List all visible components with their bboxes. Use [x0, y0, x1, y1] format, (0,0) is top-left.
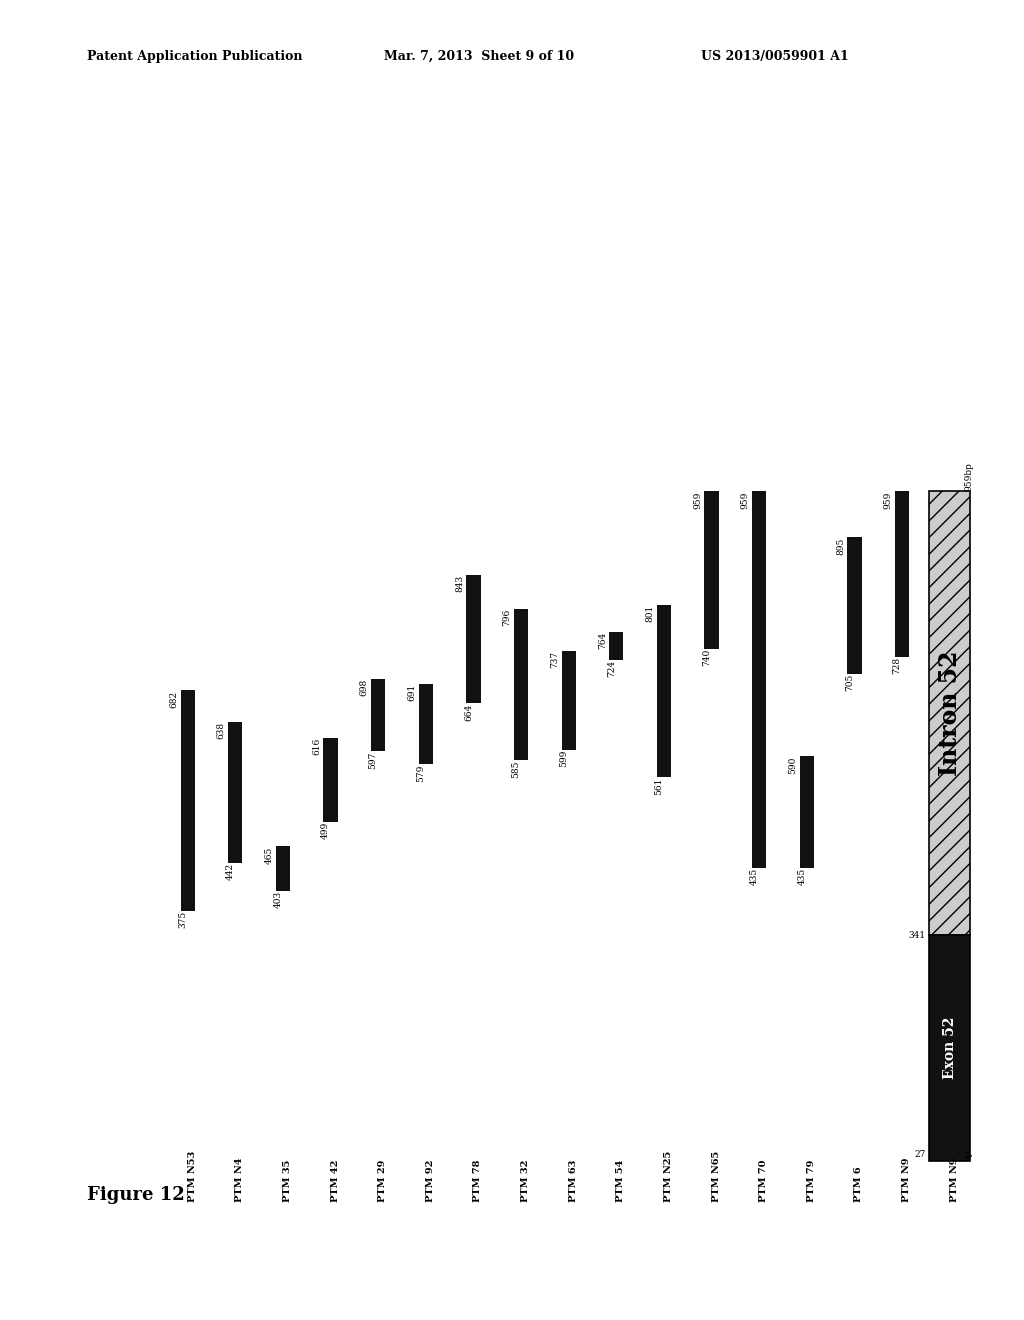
Bar	[930, 491, 970, 936]
Text: PTM 6: PTM 6	[854, 1166, 863, 1201]
Text: 959bp: 959bp	[965, 462, 973, 491]
Text: PTM N53: PTM N53	[187, 1151, 197, 1201]
Text: 682: 682	[169, 690, 178, 708]
Bar	[847, 537, 861, 675]
Text: 465: 465	[264, 846, 273, 863]
Text: 590: 590	[788, 756, 798, 774]
Text: 843: 843	[455, 574, 464, 591]
Text: PTM 78: PTM 78	[473, 1159, 482, 1201]
Text: PTM 42: PTM 42	[331, 1159, 340, 1201]
Text: PTM N4: PTM N4	[236, 1158, 245, 1201]
Text: 959: 959	[693, 491, 702, 508]
Text: 740: 740	[702, 648, 711, 667]
Bar	[656, 605, 671, 777]
Text: bp: bp	[965, 1150, 973, 1160]
Text: PTM 63: PTM 63	[568, 1159, 578, 1201]
Bar	[752, 491, 766, 867]
Bar	[930, 936, 970, 1160]
Text: Exon 52: Exon 52	[943, 1016, 956, 1080]
Text: 435: 435	[798, 867, 806, 884]
Text: PTM N25: PTM N25	[664, 1151, 673, 1201]
Text: 597: 597	[369, 751, 378, 768]
Bar	[800, 756, 814, 867]
Text: PTM 92: PTM 92	[426, 1159, 435, 1201]
Text: PTM 54: PTM 54	[616, 1159, 626, 1201]
Text: PTM N65: PTM N65	[712, 1151, 721, 1201]
Text: 375: 375	[178, 911, 187, 928]
Text: 691: 691	[408, 684, 417, 701]
Text: 698: 698	[359, 678, 369, 696]
Text: 959: 959	[884, 491, 893, 508]
Text: PTM 29: PTM 29	[378, 1159, 387, 1201]
Text: 801: 801	[645, 605, 654, 622]
Text: 728: 728	[893, 657, 901, 675]
Text: 737: 737	[550, 651, 559, 668]
Text: PTM 79: PTM 79	[807, 1159, 816, 1201]
Text: PTM 70: PTM 70	[759, 1159, 768, 1201]
Text: PTM 32: PTM 32	[521, 1159, 530, 1201]
Bar	[514, 609, 528, 760]
Text: 705: 705	[845, 675, 854, 692]
Text: 579: 579	[417, 764, 425, 781]
Text: 959: 959	[740, 491, 750, 508]
Text: Figure 12: Figure 12	[87, 1185, 184, 1204]
Bar	[895, 491, 909, 657]
Text: 341: 341	[908, 931, 926, 940]
Text: 435: 435	[750, 867, 759, 884]
Bar	[228, 722, 243, 863]
Bar	[324, 738, 338, 822]
Text: US 2013/0059901 A1: US 2013/0059901 A1	[701, 50, 849, 63]
Text: 27: 27	[914, 1150, 926, 1159]
Bar	[466, 574, 480, 704]
Text: 895: 895	[836, 537, 845, 554]
Text: 599: 599	[559, 750, 568, 767]
Text: PTM N9: PTM N9	[949, 1158, 958, 1201]
Bar	[180, 690, 195, 911]
Text: 616: 616	[312, 738, 321, 755]
Text: 724: 724	[607, 660, 615, 677]
Text: Patent Application Publication: Patent Application Publication	[87, 50, 302, 63]
Text: 638: 638	[217, 722, 225, 739]
Bar	[371, 678, 385, 751]
Text: 499: 499	[321, 822, 330, 840]
Text: PTM N9: PTM N9	[902, 1158, 911, 1201]
Text: 561: 561	[654, 777, 664, 795]
Bar	[705, 491, 719, 648]
Bar	[275, 846, 290, 891]
Text: 442: 442	[225, 863, 234, 880]
Text: 664: 664	[464, 704, 473, 721]
Bar	[561, 651, 575, 750]
Text: 764: 764	[598, 631, 607, 648]
Text: 796: 796	[503, 609, 512, 626]
Bar	[609, 631, 624, 660]
Text: 403: 403	[273, 891, 283, 908]
Text: PTM 35: PTM 35	[283, 1159, 292, 1201]
Text: Intron 52: Intron 52	[938, 651, 962, 776]
Bar	[419, 684, 433, 764]
Text: Mar. 7, 2013  Sheet 9 of 10: Mar. 7, 2013 Sheet 9 of 10	[384, 50, 574, 63]
Text: 585: 585	[512, 760, 520, 777]
